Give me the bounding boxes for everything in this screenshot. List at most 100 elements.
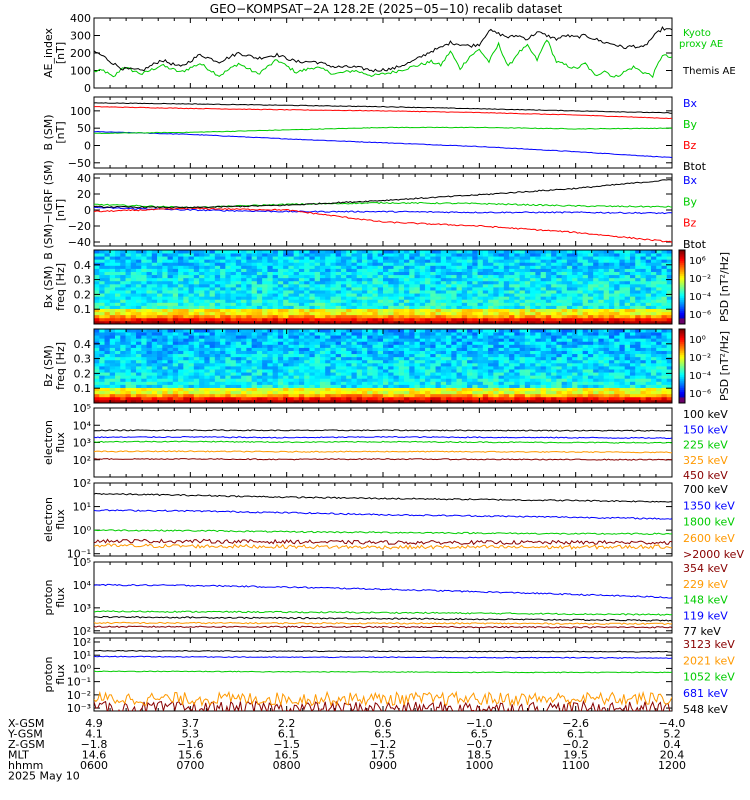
spectrogram-cell [235,366,242,370]
spectrogram-cell [409,274,415,279]
spectrogram-cell [608,305,615,309]
spectrogram-cell [414,274,421,279]
spectrogram-cell [130,393,137,398]
spectrogram-cell [340,384,347,388]
spectrogram-cell [204,362,210,367]
spectrogram-cell [503,305,510,309]
spectrogram-cell [115,396,121,401]
spectrogram-cell [193,277,200,282]
spectrogram-cell [482,393,489,398]
spectrogram-cell [577,308,584,313]
spectrogram-cell [650,277,657,282]
spectrogram-cell [430,302,436,306]
spectrogram-cell [461,390,468,395]
spectrogram-cell [430,253,436,257]
spectrogram-cell [225,256,232,260]
spectrogram-cell [220,338,226,342]
spectrogram-cell [340,296,347,300]
spectrogram-cell [293,256,300,260]
spectrogram-cell [225,329,232,333]
spectrogram-cell [398,305,405,309]
spectrogram-cell [193,259,200,263]
spectrogram-cell [193,375,200,379]
spectrogram-cell [330,338,337,342]
spectrogram-cell [351,314,358,319]
spectrogram-cell [267,253,274,257]
spectrogram-cell [351,347,358,351]
spectrogram-cell [256,274,263,279]
spectrogram-cell [272,353,279,358]
spectrogram-cell [220,332,226,336]
spectrogram-cell [130,290,137,294]
spectrogram-cell [446,314,452,319]
spectrogram-cell [414,366,421,370]
spectrogram-cell [288,390,295,395]
spectrogram-cell [440,314,447,319]
spectrogram-cell [109,250,116,254]
spectrogram-cell [635,287,641,291]
spectrogram-cell [188,250,195,254]
spectrogram-cell [251,341,258,345]
spectrogram-cell [230,271,237,276]
spectrogram-cell [346,287,352,291]
spectrogram-cell [298,353,305,358]
spectrogram-cell [640,268,647,272]
spectrogram-cell [509,372,515,376]
spectrogram-cell [109,393,116,398]
spectrogram-cell [262,290,268,294]
spectrogram-cell [388,341,394,345]
spectrogram-cell [409,268,415,272]
spectrogram-cell [94,381,100,385]
spectrogram-cell [624,265,631,269]
spectrogram-cell [498,299,505,303]
spectrogram-cell [130,329,137,333]
spectrogram-cell [230,283,237,288]
spectrogram-cell [193,305,200,309]
spectrogram-cell [472,359,478,364]
spectrogram-cell [425,329,431,333]
spectrogram-cell [183,253,189,257]
spectrogram-cell [115,268,121,272]
spectrogram-cell [472,384,478,388]
spectrogram-cell [530,265,536,269]
spectrogram-cell [661,299,668,303]
spectrogram-cell [162,384,168,388]
spectrogram-cell [167,317,174,322]
spectrogram-cell [367,338,373,342]
spectrogram-cell [388,359,394,364]
spectrogram-cell [304,305,310,309]
spectrogram-cell [419,296,426,300]
spectrogram-cell [183,308,189,313]
spectrogram-cell [519,271,526,276]
spectrogram-cell [167,265,174,269]
spectrogram-cell [577,311,584,316]
spectrogram-cell [340,390,347,395]
spectrogram-cell [377,277,384,282]
spectrogram-cell [608,317,615,322]
spectrogram-cell [230,299,237,303]
spectrogram-cell [251,265,258,269]
spectrogram-cell [640,259,647,263]
spectrogram-cell [556,271,563,276]
spectrogram-cell [125,359,132,364]
spectrogram-cell [361,393,368,398]
spectrogram-cell [151,283,158,288]
spectrogram-cell [99,302,105,306]
spectrogram-cell [503,299,510,303]
spectrogram-cell [256,344,263,348]
spectrogram-cell [383,277,389,282]
spectrogram-cell [472,393,478,398]
spectrogram-cell [545,302,552,306]
spectrogram-cell [430,271,436,276]
spectrogram-cell [298,393,305,398]
spectrogram-cell [188,356,195,361]
spectrogram-cell [398,387,405,392]
spectrogram-cell [561,265,568,269]
spectrogram-cell [488,338,494,342]
spectrogram-cell [325,253,331,257]
spectrogram-cell [130,375,137,379]
spectrogram-cell [656,259,662,263]
spectrogram-cell [146,378,153,382]
spectrogram-cell [314,253,321,257]
series-group [94,179,672,244]
